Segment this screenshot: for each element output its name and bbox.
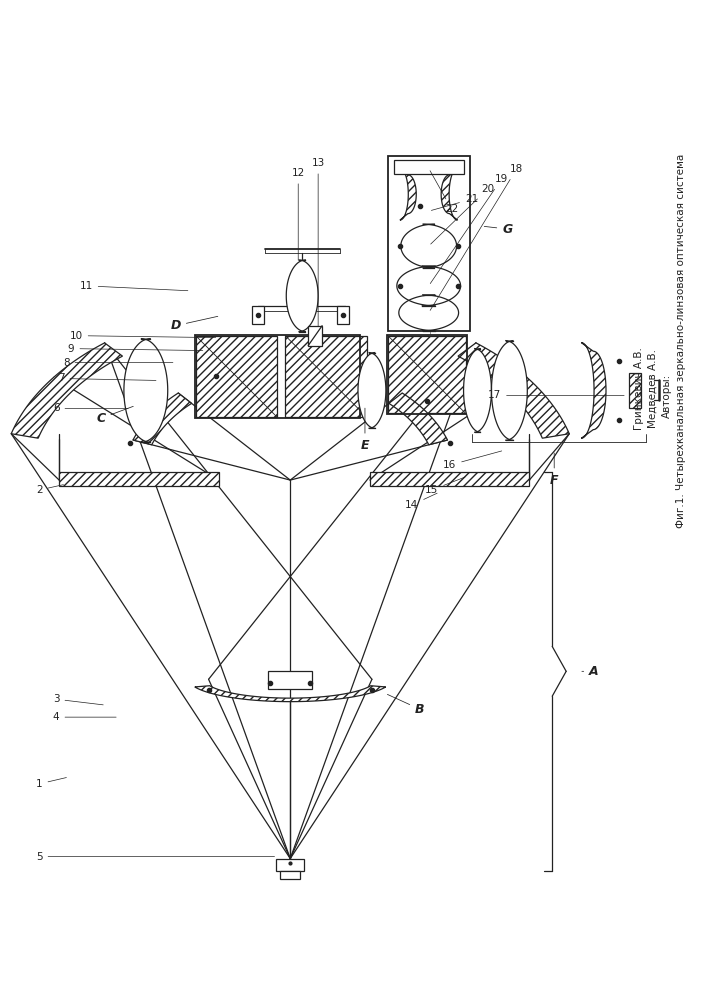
Bar [194,335,360,418]
Text: 2: 2 [36,485,64,495]
Text: 4: 4 [53,712,116,722]
Text: Фиг.1. Четырехканальная зеркально-линзовая оптическая система: Фиг.1. Четырехканальная зеркально-линзов… [676,154,686,528]
Text: 1: 1 [36,778,66,789]
Bar [276,859,304,871]
Text: 7: 7 [58,373,156,383]
Bar [394,160,464,174]
Text: D: D [170,316,218,332]
Text: C: C [96,406,133,425]
Text: 18: 18 [430,164,523,310]
Text: 12: 12 [291,168,305,260]
Bar [388,336,465,413]
Bar [196,336,277,417]
Polygon shape [124,339,168,442]
Text: 5: 5 [36,852,274,862]
Text: 20: 20 [431,184,494,244]
Polygon shape [581,343,606,438]
Text: 10: 10 [69,331,216,341]
Text: 16: 16 [443,451,502,470]
Text: F: F [550,453,559,487]
Text: 21: 21 [431,194,478,210]
Polygon shape [389,393,448,445]
Bar [252,306,264,324]
Polygon shape [491,341,527,440]
Polygon shape [399,295,459,331]
Polygon shape [400,168,416,220]
Text: 8: 8 [63,358,173,368]
Bar [285,336,367,417]
Polygon shape [401,224,457,268]
Text: 17: 17 [488,390,624,400]
Text: 13: 13 [312,158,325,326]
Text: B: B [387,694,424,716]
Polygon shape [441,168,457,220]
Bar [59,472,218,486]
Bar [269,671,312,689]
Bar [280,871,300,879]
Text: 14: 14 [405,493,437,510]
Text: E: E [361,408,369,452]
Polygon shape [464,349,491,432]
Text: 11: 11 [79,281,188,291]
Polygon shape [194,686,386,702]
Polygon shape [358,353,386,428]
Polygon shape [458,343,569,438]
Polygon shape [286,260,318,332]
Text: 15: 15 [425,477,465,495]
Bar [308,326,322,346]
Text: Авторы:: Авторы: [662,373,672,418]
Bar [629,373,641,408]
Bar [337,306,349,324]
Bar [388,156,469,331]
Bar [370,472,530,486]
Text: 6: 6 [53,403,128,413]
Text: A: A [582,665,599,678]
Text: G: G [484,223,513,236]
Text: 22: 22 [430,171,458,214]
Text: Гринкевич А.В.: Гринкевич А.В. [634,347,644,430]
Text: 9: 9 [68,344,203,354]
Text: 19: 19 [431,174,508,284]
Text: Медведев А.В.: Медведев А.В. [648,349,658,428]
Polygon shape [397,266,460,306]
Text: 3: 3 [53,694,103,705]
Bar [387,335,467,414]
Polygon shape [11,343,122,438]
Polygon shape [133,393,192,445]
